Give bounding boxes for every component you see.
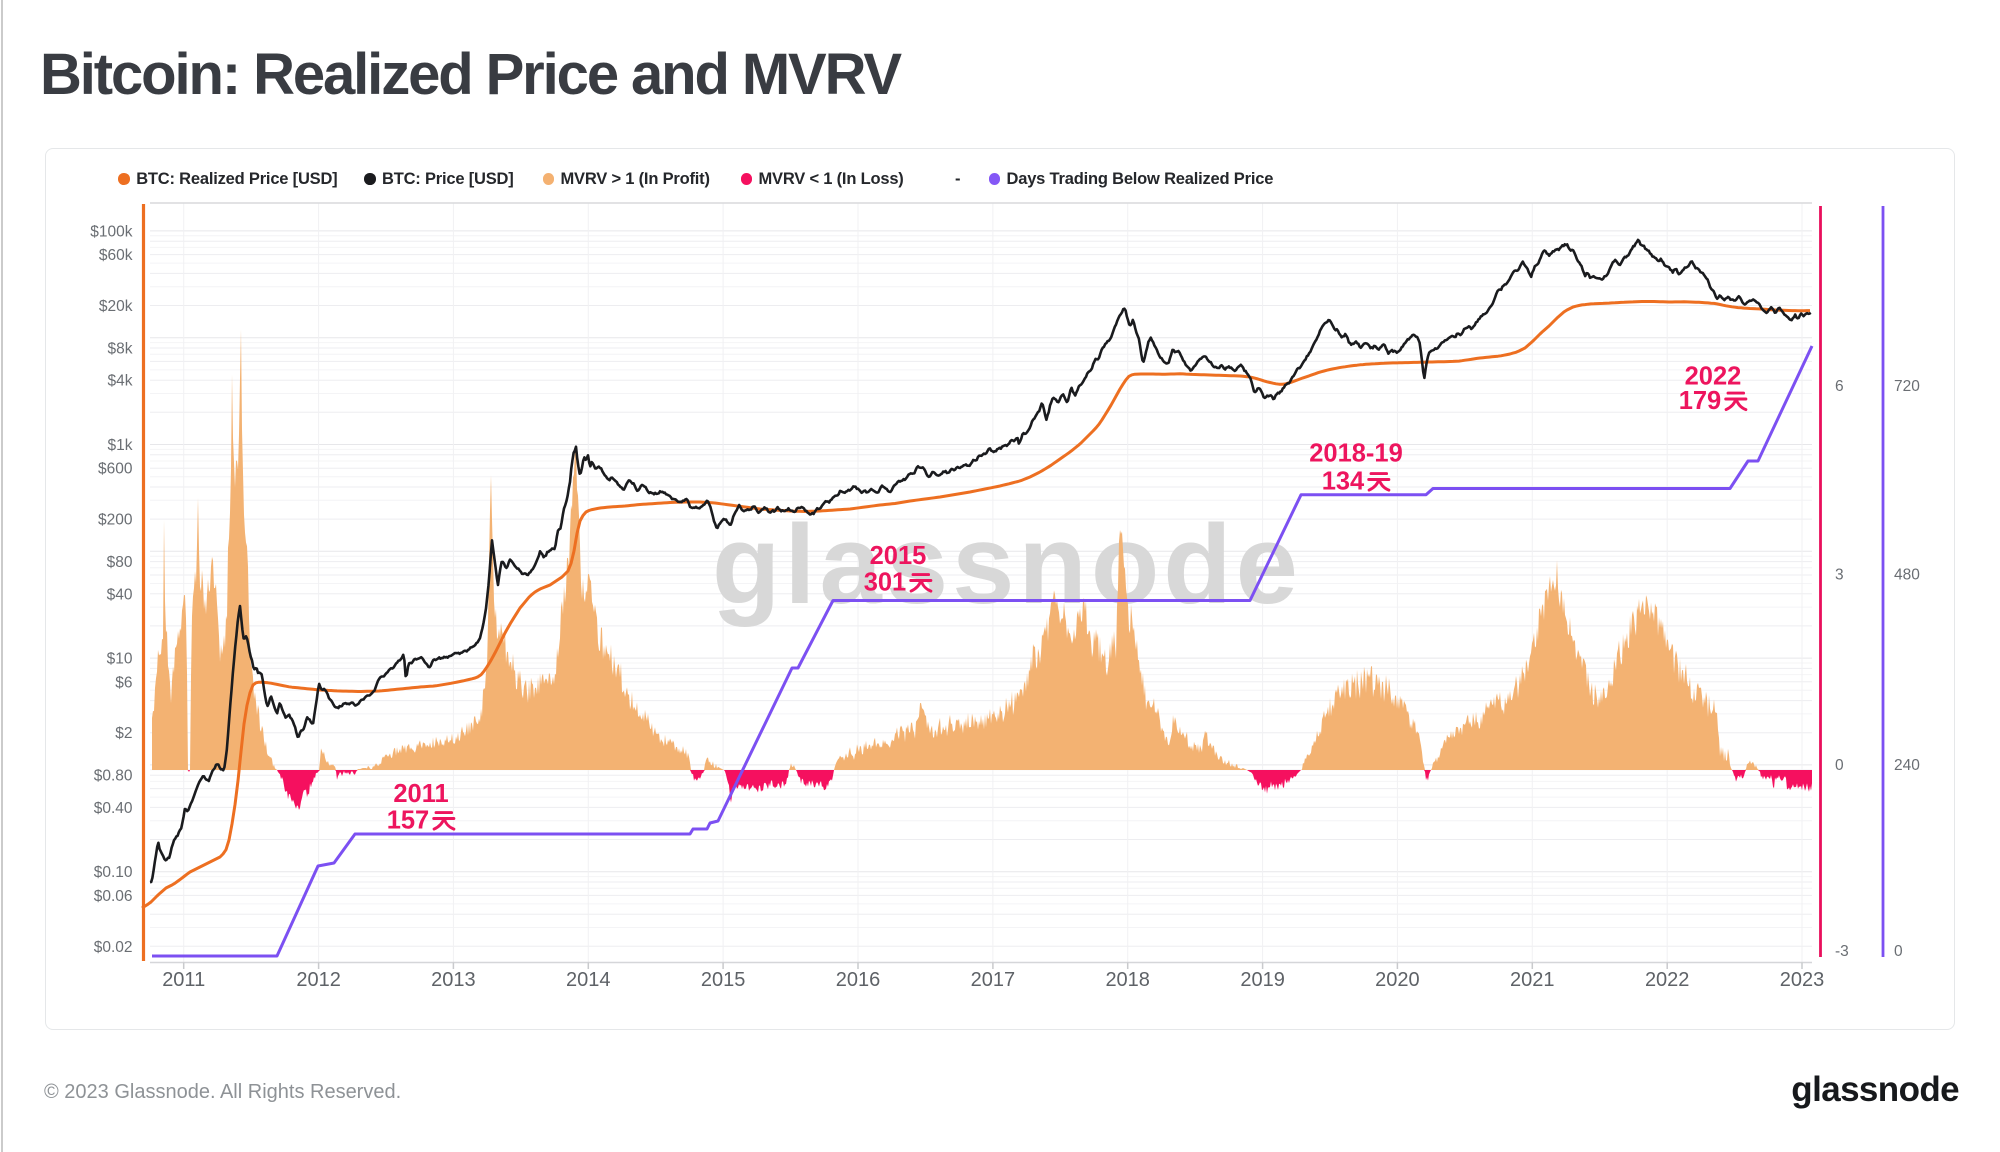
svg-text:$1k: $1k [108, 437, 133, 454]
svg-text:480: 480 [1894, 567, 1920, 584]
svg-text:$8k: $8k [108, 341, 133, 358]
svg-text:2023: 2023 [1780, 969, 1825, 991]
svg-text:$4k: $4k [108, 373, 133, 390]
svg-text:2022: 2022 [1645, 969, 1690, 991]
svg-text:720: 720 [1894, 378, 1920, 395]
svg-text:$0.06: $0.06 [94, 888, 133, 905]
svg-text:$6: $6 [115, 674, 132, 691]
svg-text:$40: $40 [107, 586, 133, 603]
svg-text:$600: $600 [98, 461, 133, 478]
svg-text:6: 6 [1835, 378, 1844, 395]
svg-text:$200: $200 [98, 512, 133, 529]
svg-text:$80: $80 [107, 554, 133, 571]
svg-text:2018-19: 2018-19 [1309, 440, 1403, 468]
svg-text:179: 179 [1679, 387, 1722, 415]
svg-text:2014: 2014 [566, 969, 611, 991]
svg-text:glassnode: glassnode [712, 502, 1302, 627]
svg-text:0: 0 [1835, 757, 1844, 774]
svg-text:2016: 2016 [836, 969, 881, 991]
svg-text:157: 157 [387, 807, 430, 835]
svg-text:3: 3 [1835, 567, 1844, 584]
svg-text:2022: 2022 [1685, 363, 1742, 391]
svg-text:$0.02: $0.02 [94, 939, 133, 956]
svg-text:0: 0 [1894, 943, 1903, 960]
svg-text:2015: 2015 [701, 969, 746, 991]
svg-text:2011: 2011 [162, 969, 205, 991]
svg-text:240: 240 [1894, 757, 1920, 774]
svg-text:301: 301 [864, 569, 907, 597]
svg-text:2018: 2018 [1105, 969, 1150, 991]
svg-text:2021: 2021 [1510, 969, 1555, 991]
svg-text:2015: 2015 [870, 542, 927, 570]
svg-text:$0.10: $0.10 [94, 864, 133, 881]
svg-text:$2: $2 [115, 725, 132, 742]
svg-text:$60k: $60k [99, 247, 133, 264]
svg-text:2019: 2019 [1240, 969, 1285, 991]
svg-text:2012: 2012 [296, 969, 341, 991]
svg-text:$0.80: $0.80 [94, 768, 133, 785]
svg-text:2017: 2017 [971, 969, 1016, 991]
svg-text:2011: 2011 [393, 780, 448, 808]
svg-text:$10: $10 [107, 651, 133, 668]
svg-text:2020: 2020 [1375, 969, 1420, 991]
svg-text:$0.40: $0.40 [94, 800, 133, 817]
svg-text:-3: -3 [1835, 943, 1849, 960]
svg-text:134: 134 [1322, 468, 1365, 496]
svg-text:$20k: $20k [99, 298, 133, 315]
svg-text:2013: 2013 [431, 969, 476, 991]
svg-text:$100k: $100k [90, 223, 132, 240]
